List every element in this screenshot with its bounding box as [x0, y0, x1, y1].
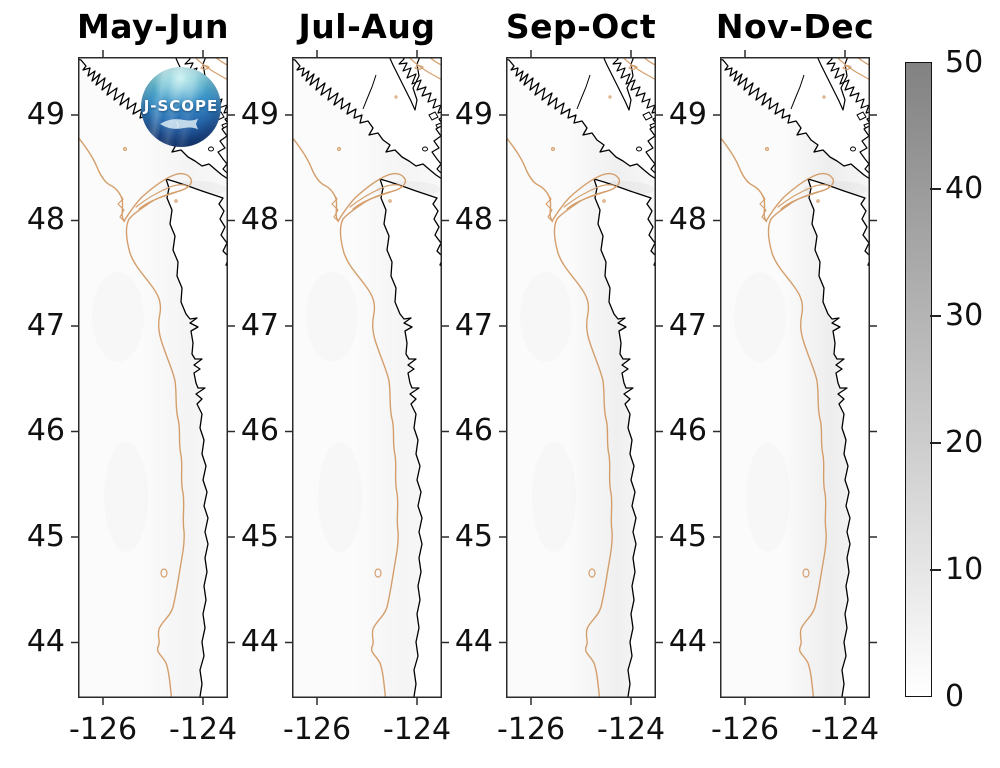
lat-tick-label: 47	[668, 308, 707, 343]
panel-title: Nov-Dec	[715, 7, 875, 46]
colorbar-tick	[930, 315, 941, 317]
lat-tick-label: 47	[454, 308, 493, 343]
lat-tick-label: 44	[26, 624, 65, 659]
colorbar-tick	[930, 188, 941, 190]
lon-tick-label: -126	[68, 712, 138, 747]
lat-tick-label: 44	[668, 624, 707, 659]
lat-tick-label: 46	[668, 413, 707, 448]
lat-tick-label: 47	[240, 308, 279, 343]
lat-tick-label: 44	[240, 624, 279, 659]
lat-tick-label: 45	[454, 519, 493, 554]
lat-tick-label: 48	[26, 202, 65, 237]
jscope-logo-text: J-SCOPE	[143, 97, 219, 115]
colorbar-tick	[930, 569, 941, 571]
colorbar-tick-label: 20	[945, 425, 984, 460]
lat-tick-label: 48	[668, 202, 707, 237]
lon-tick-label: -124	[810, 712, 880, 747]
map-plot	[712, 49, 878, 706]
lon-tick-label: -124	[168, 712, 238, 747]
lon-tick-label: -126	[710, 712, 780, 747]
colorbar-tick-label: 10	[945, 552, 984, 587]
lat-tick-label: 49	[240, 97, 279, 132]
jscope-logo: J-SCOPE	[141, 67, 221, 147]
map-panel-sep-oct: Sep-Oct 49 48 47 46 45 44 -126 -124	[455, 7, 665, 747]
lat-tick-label: 49	[668, 97, 707, 132]
colorbar	[905, 62, 941, 697]
map-panel-nov-dec: Nov-Dec 49 48 47 46 45 44 -126 -124	[669, 7, 879, 747]
lat-tick-label: 47	[26, 308, 65, 343]
lat-tick-label: 49	[26, 97, 65, 132]
lat-tick-label: 48	[454, 202, 493, 237]
fish-icon	[160, 118, 198, 130]
lat-tick-label: 48	[240, 202, 279, 237]
panel-title: Sep-Oct	[505, 7, 657, 46]
lat-tick-label: 46	[26, 413, 65, 448]
light-rays-overlay	[141, 67, 221, 147]
map-plot	[70, 49, 236, 706]
colorbar-tick-label: 50	[945, 45, 984, 80]
map-plot	[284, 49, 450, 706]
panel-title: Jul-Aug	[298, 7, 436, 46]
colorbar-tick-label: 0	[945, 679, 965, 714]
colorbar-tick-label: 40	[945, 171, 984, 206]
colorbar-tick-label: 30	[945, 298, 984, 333]
lat-tick-label: 45	[668, 519, 707, 554]
colorbar-tick	[930, 442, 941, 444]
lat-tick-label: 44	[454, 624, 493, 659]
map-panel-may-jun: May-Jun 49 48 47 46 45 44 -126 -124 J-SC…	[27, 7, 237, 747]
lat-tick-label: 45	[26, 519, 65, 554]
panel-title: May-Jun	[76, 7, 230, 46]
map-plot	[498, 49, 664, 706]
lon-tick-label: -124	[382, 712, 452, 747]
lon-tick-label: -126	[496, 712, 566, 747]
lat-tick-label: 46	[240, 413, 279, 448]
lon-tick-label: -126	[282, 712, 352, 747]
map-panel-jul-aug: Jul-Aug 49 48 47 46 45 44 -126 -124	[241, 7, 451, 747]
lon-tick-label: -124	[596, 712, 666, 747]
lat-tick-label: 49	[454, 97, 493, 132]
lat-tick-label: 45	[240, 519, 279, 554]
lat-tick-label: 46	[454, 413, 493, 448]
